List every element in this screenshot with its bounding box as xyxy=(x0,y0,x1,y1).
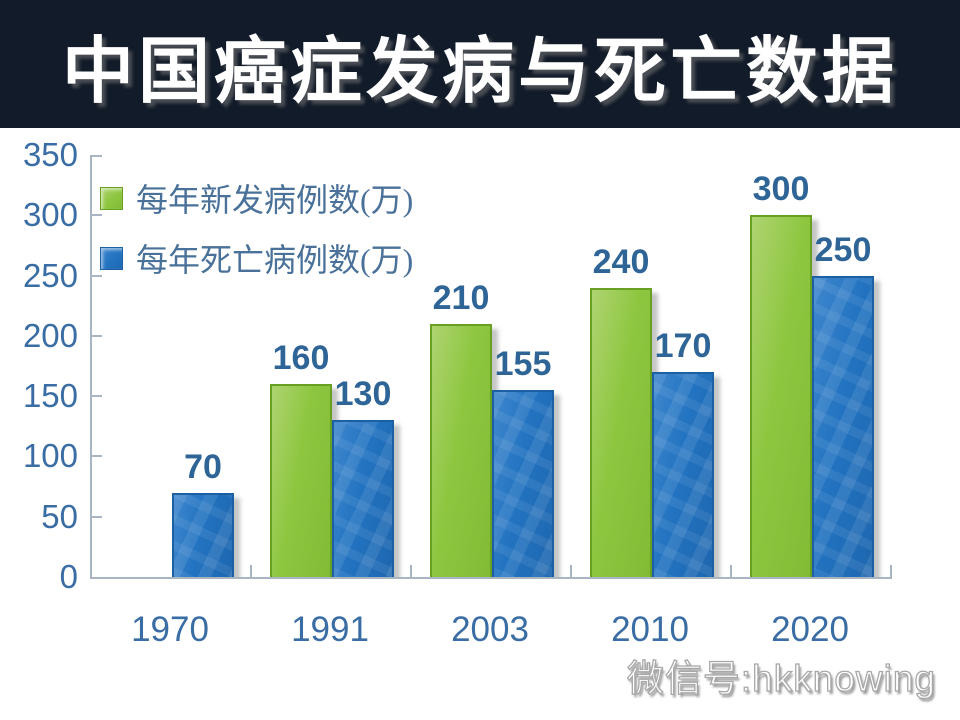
y-tick-mark-100 xyxy=(92,455,102,458)
value-label-2003-series1: 155 xyxy=(494,345,552,384)
x-tick-mark-4 xyxy=(730,565,732,577)
x-tick-mark-3 xyxy=(570,565,572,577)
bar-2003-series1 xyxy=(492,390,554,577)
value-label-1970-series1: 70 xyxy=(184,447,222,486)
value-label-2010-series0: 240 xyxy=(592,242,650,281)
value-label-2003-series0: 210 xyxy=(432,278,490,317)
legend-label-series1: 每年死亡病例数(万) xyxy=(136,242,414,278)
y-tick-label-50: 50 xyxy=(41,497,78,535)
plot-area: 70 160 130 210 155 240 170 300 250 xyxy=(90,155,892,579)
y-tick-mark-50 xyxy=(92,515,102,518)
bar-2010-series0 xyxy=(590,287,652,577)
x-tick-mark-2 xyxy=(410,565,412,577)
bar-2020-series1 xyxy=(812,275,874,577)
legend-swatch xyxy=(100,246,123,270)
bar-2010-series1 xyxy=(652,372,714,577)
y-tick-mark-250 xyxy=(92,274,102,277)
y-axis-labels: 0 50 100 150 200 250 300 350 xyxy=(0,136,78,595)
x-tick-mark-5 xyxy=(890,565,892,577)
y-tick-label-250: 250 xyxy=(22,256,78,294)
y-tick-mark-300 xyxy=(92,214,102,217)
bar-2003-series0 xyxy=(430,323,492,577)
title-bar: 中国癌症发病与死亡数据 xyxy=(0,0,960,128)
legend: 每年新发病例数(万) 每年死亡病例数(万) xyxy=(100,168,413,288)
legend-swatch xyxy=(100,186,123,210)
watermark-text: 微信号:hkknowing xyxy=(626,657,936,699)
legend-label-series0: 每年新发病例数(万) xyxy=(136,182,414,218)
bar-1991-series1 xyxy=(332,420,394,577)
x-axis-labels: 1970 1991 2003 2010 2020 xyxy=(90,610,890,654)
legend-item-series1: 每年死亡病例数(万) xyxy=(100,228,413,288)
value-label-2010-series1: 170 xyxy=(654,327,712,366)
y-tick-mark-200 xyxy=(92,334,102,337)
value-label-2020-series0: 300 xyxy=(752,170,810,209)
y-tick-label-350: 350 xyxy=(22,136,78,173)
x-tick-label-1991: 1991 xyxy=(291,610,369,649)
value-label-2020-series1: 250 xyxy=(814,230,872,269)
y-tick-label-100: 100 xyxy=(22,437,78,475)
y-tick-label-0: 0 xyxy=(59,558,78,595)
x-tick-label-2010: 2010 xyxy=(611,610,689,649)
page-title: 中国癌症发病与死亡数据 xyxy=(61,31,898,112)
y-tick-label-300: 300 xyxy=(22,196,78,234)
value-label-1991-series1: 130 xyxy=(334,375,392,414)
x-tick-label-2020: 2020 xyxy=(771,610,849,649)
y-tick-label-200: 200 xyxy=(22,316,78,354)
x-tick-label-1970: 1970 xyxy=(131,610,209,649)
bar-2020-series0 xyxy=(750,215,812,577)
y-tick-mark-350 xyxy=(92,155,102,157)
y-tick-label-150: 150 xyxy=(22,377,78,415)
bar-1970-series1 xyxy=(172,492,234,577)
bar-1991-series0 xyxy=(270,384,332,577)
y-tick-mark-150 xyxy=(92,395,102,398)
x-tick-mark-1 xyxy=(250,565,252,577)
value-label-1991-series0: 160 xyxy=(272,339,330,378)
legend-item-series0: 每年新发病例数(万) xyxy=(100,168,413,228)
x-tick-label-2003: 2003 xyxy=(451,610,529,649)
